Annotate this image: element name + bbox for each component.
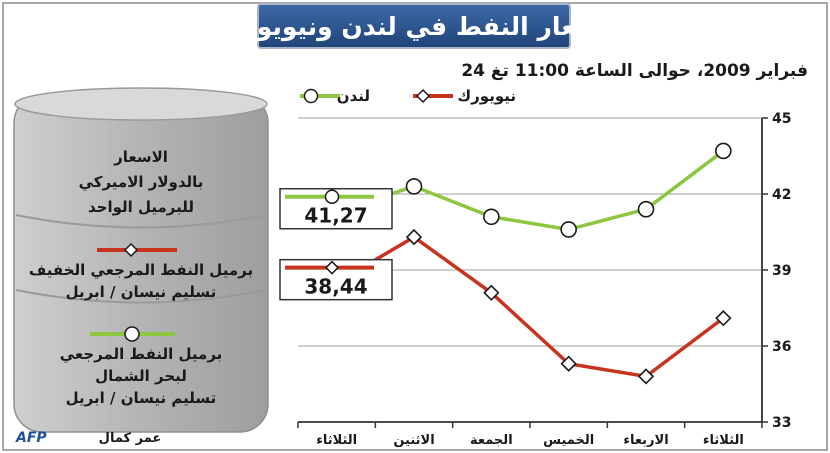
circle-marker-icon bbox=[324, 189, 340, 204]
subtitle: 24 فبراير 2009، حوالى الساعة 11:00 تغ bbox=[461, 61, 808, 81]
data-point-diamond bbox=[637, 368, 655, 385]
data-point-circle bbox=[637, 200, 655, 218]
credit: AFP عمر كمال bbox=[15, 430, 161, 446]
price-unit-line: الاسعار bbox=[113, 148, 168, 166]
y-tick-label: 36 bbox=[772, 339, 791, 355]
x-tick-label: الجمعة bbox=[470, 433, 513, 448]
series bbox=[328, 142, 732, 385]
author-credit: عمر كمال bbox=[99, 431, 162, 446]
data-point-diamond bbox=[405, 228, 423, 246]
price-unit-line: بالدولار الاميركي bbox=[79, 173, 204, 191]
y-axis-ticks: 33 36 39 42 45 bbox=[762, 111, 791, 431]
value-callouts: 41,27 38,44 bbox=[279, 187, 393, 301]
data-point-circle bbox=[560, 221, 577, 238]
data-point-circle bbox=[483, 208, 500, 226]
diamond-marker-icon bbox=[324, 260, 340, 275]
legend: لندن نيويورك bbox=[300, 87, 516, 105]
side-panel: الاسعار بالدولار الاميركي للبرميل الواحد… bbox=[29, 148, 253, 407]
brent-delivery: تسليم نيسان / ابريل bbox=[66, 389, 217, 407]
data-point-circle bbox=[715, 142, 732, 160]
diamond-marker-icon bbox=[123, 242, 139, 258]
agency-logo: AFP bbox=[15, 430, 47, 446]
barrel-rib bbox=[15, 214, 267, 229]
barrel-top bbox=[14, 87, 268, 121]
light-crude-delivery: تسليم نيسان / ابريل bbox=[66, 283, 217, 301]
series-line bbox=[336, 149, 725, 232]
brent-label: برميل النفط المرجعي bbox=[60, 345, 223, 363]
diamond-marker-icon bbox=[415, 88, 431, 104]
data-point-diamond bbox=[483, 284, 500, 301]
legend-label-london: لندن bbox=[337, 87, 370, 105]
barrel-rib bbox=[15, 289, 267, 304]
title-box bbox=[257, 3, 571, 49]
title-banner: اسعار النفط في لندن ونيويورك bbox=[220, 3, 609, 49]
light-crude-label: برميل النفط المرجعي الخفيف bbox=[29, 261, 253, 279]
data-point-diamond bbox=[715, 310, 732, 327]
data-point-diamond bbox=[560, 355, 577, 372]
x-tick-label: الاثنين bbox=[393, 433, 434, 448]
x-tick-label: الثلاثاء bbox=[703, 433, 744, 448]
price-unit-line: للبرميل الواحد bbox=[88, 198, 194, 216]
callout-value: 41,27 bbox=[304, 204, 367, 228]
legend-label-newyork: نيويورك bbox=[457, 87, 516, 105]
y-tick-label: 42 bbox=[772, 187, 791, 203]
callout-value: 38,44 bbox=[304, 275, 367, 299]
x-axis-ticks: الثلاثاء الاثنين الجمعة الخميس الاربعاء الثلا… bbox=[316, 433, 744, 448]
data-point-circle bbox=[405, 178, 423, 195]
x-tick-label: الاربعاء bbox=[623, 433, 668, 448]
circle-marker-icon bbox=[124, 326, 140, 342]
series-line bbox=[335, 235, 725, 379]
page-title: اسعار النفط في لندن ونيويورك bbox=[220, 12, 609, 42]
y-tick-label: 33 bbox=[772, 415, 791, 431]
circle-marker-icon bbox=[303, 88, 319, 104]
y-tick-label: 45 bbox=[772, 111, 791, 127]
x-tick-label: الثلاثاء bbox=[316, 433, 357, 448]
x-tick-label: الخميس bbox=[543, 433, 594, 448]
barrel-graphic bbox=[13, 87, 269, 433]
y-tick-label: 39 bbox=[772, 263, 791, 279]
brent-label: لبحر الشمال bbox=[95, 367, 187, 385]
